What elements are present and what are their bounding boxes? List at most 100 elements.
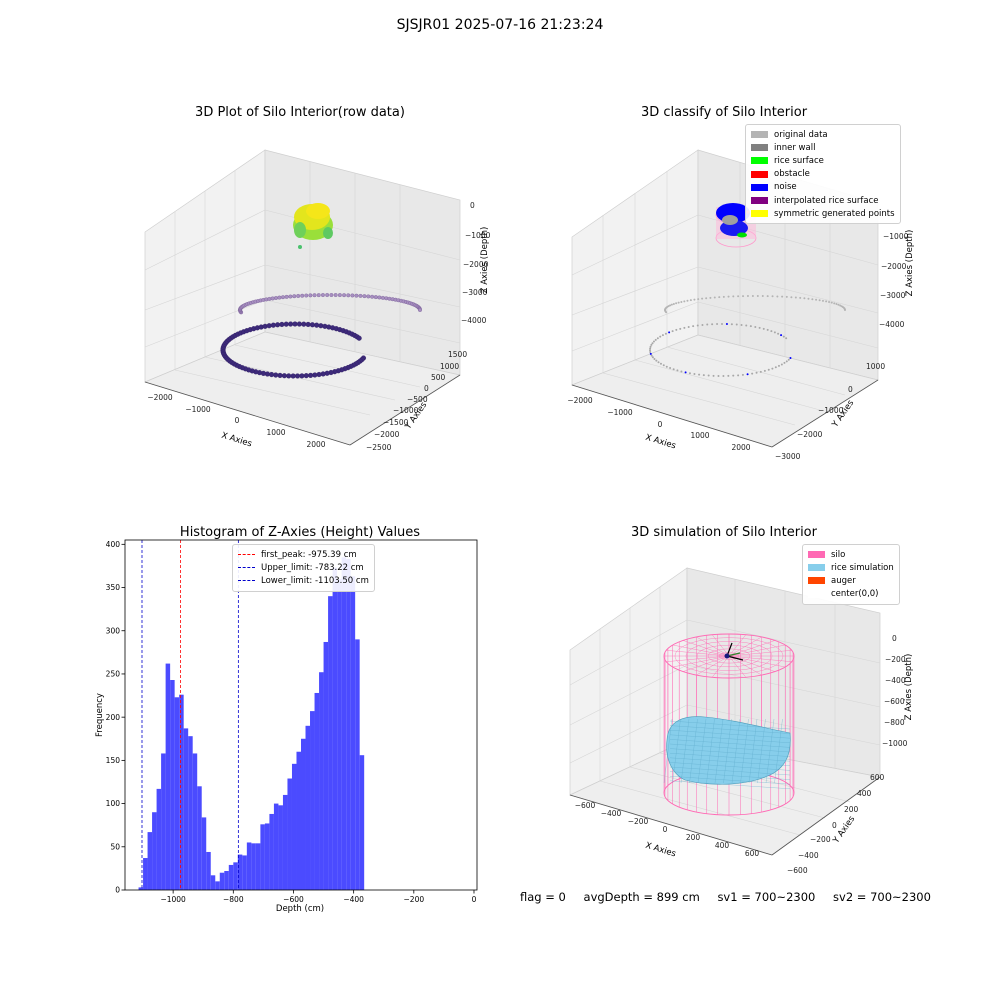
legend-entry: symmetric generated points: [751, 207, 895, 220]
histogram-bar: [264, 823, 270, 890]
scatter-point: [821, 299, 824, 302]
scatter-point: [737, 295, 740, 298]
legend-entry: Lower_limit: -1103.50 cm: [238, 574, 369, 587]
status-line: flag = 0 avgDepth = 899 cm sv1 = 700~230…: [520, 890, 945, 904]
scatter-point: [783, 361, 786, 364]
rice-mesh-line: [669, 780, 791, 789]
raw-y-tick: −2500: [366, 443, 392, 452]
histogram-bar: [328, 596, 333, 890]
scatter-point: [785, 337, 788, 340]
scatter-point: [650, 343, 653, 346]
sim-x-tick: 0: [663, 825, 668, 834]
scatter-point: [683, 326, 686, 329]
classify-x-axis-label: X Axies: [644, 433, 677, 452]
histogram-bar: [269, 813, 274, 890]
scatter-point: [713, 296, 716, 299]
histogram-bar: [161, 753, 166, 890]
scatter-point: [782, 335, 785, 338]
scatter-point: [661, 334, 664, 337]
scatter-point: [781, 295, 784, 298]
scatter-point: [676, 369, 679, 372]
rice-mesh-line: [669, 766, 791, 776]
scatter-point: [755, 371, 758, 374]
scatter-point: [333, 293, 338, 297]
raw-z-tick: −3000: [462, 288, 488, 297]
histogram-bar: [147, 832, 153, 890]
rice-mesh-line: [740, 718, 749, 784]
rice-mesh-line: [669, 753, 791, 762]
legend-label: Lower_limit: -1103.50 cm: [261, 575, 369, 586]
scatter-point: [679, 327, 682, 330]
legend-line-swatch: [238, 567, 255, 569]
raw-surface-points: [293, 203, 333, 249]
histogram-title: Histogram of Z-Axies (Height) Values: [180, 525, 420, 540]
scatter-point: [300, 293, 305, 298]
scatter-point: [651, 356, 654, 359]
classify-z-tick: −2000: [881, 262, 907, 271]
scatter-point: [373, 295, 378, 300]
raw-axes-panes: [143, 149, 461, 446]
classify-x-tick: −2000: [567, 396, 593, 405]
raw-y-tick-labels: 1500 1000 500 0 −500 −1000 −1500 −2000 −…: [366, 350, 467, 452]
raw-x-tick: 2000: [306, 440, 325, 449]
scatter-point: [659, 362, 662, 365]
histogram-bar: [287, 778, 292, 890]
auger-marker: [724, 642, 744, 661]
scatter-point: [799, 296, 802, 299]
simulation-3d-plot: 3D simulation of Silo Interior −600: [569, 525, 914, 875]
scatter-point: [745, 324, 748, 327]
histogram-y-ticks: 0 50 100 150 200 250 300 350 400: [106, 540, 125, 895]
scatter-point: [362, 294, 367, 299]
histogram-bar: [291, 763, 297, 890]
legend-label: rice simulation: [831, 562, 894, 573]
scatter-point: [294, 373, 301, 379]
legend-entry: center(0,0): [808, 588, 894, 601]
raw-x-tick: −1000: [185, 405, 211, 414]
y-tick-label: 50: [110, 842, 120, 851]
histogram-bar: [323, 641, 329, 890]
scatter-point: [807, 297, 810, 300]
scatter-point: [762, 327, 765, 330]
scatter-point: [828, 301, 831, 304]
scatter-point: [741, 373, 744, 376]
scatter-point: [709, 296, 712, 299]
scatter-point: [687, 325, 690, 328]
scatter-point: [722, 295, 725, 298]
raw-x-axis-label: X Axies: [220, 431, 253, 450]
silo-wire-spoke: [712, 655, 730, 678]
histogram-bar: [215, 881, 220, 890]
raw-y-tick: 1000: [440, 362, 459, 371]
scatter-point: [754, 325, 757, 328]
histogram-bar: [237, 854, 243, 890]
histogram-chart: Histogram of Z-Axies (Height) Values −10…: [95, 525, 478, 914]
histogram-bar: [152, 812, 157, 890]
histogram-bar: [341, 557, 347, 890]
histogram-bar: [224, 870, 229, 890]
scatter-point: [657, 361, 660, 364]
scatter-point: [746, 295, 749, 298]
scatter-point: [296, 321, 302, 327]
classify-x-tick: 0: [658, 420, 663, 429]
classify-y-tick: −1000: [818, 406, 844, 415]
legend-swatch: [751, 197, 768, 205]
scatter-point: [815, 298, 818, 301]
scatter-point: [274, 296, 278, 300]
scatter-point: [705, 297, 708, 300]
scatter-point: [684, 371, 687, 374]
scatter-point: [742, 295, 745, 298]
raw-plot-title: 3D Plot of Silo Interior(row data): [195, 105, 405, 120]
scatter-point: [787, 358, 790, 361]
sim-z-tick: −400: [885, 676, 906, 685]
histogram-bar: [337, 578, 342, 890]
scatter-point: [732, 295, 735, 298]
raw-z-tick: −2000: [463, 260, 489, 269]
histogram-bar: [314, 692, 320, 890]
raw-y-tick: 1500: [448, 350, 467, 359]
scatter-point: [766, 328, 769, 331]
rice-mesh-line: [723, 718, 732, 784]
sim-z-tick: −1000: [882, 739, 908, 748]
scatter-point: [735, 323, 738, 326]
raw-x-tick: 1000: [266, 428, 285, 437]
silo-wire-spoke: [728, 644, 786, 657]
histogram-bars: [138, 557, 365, 890]
